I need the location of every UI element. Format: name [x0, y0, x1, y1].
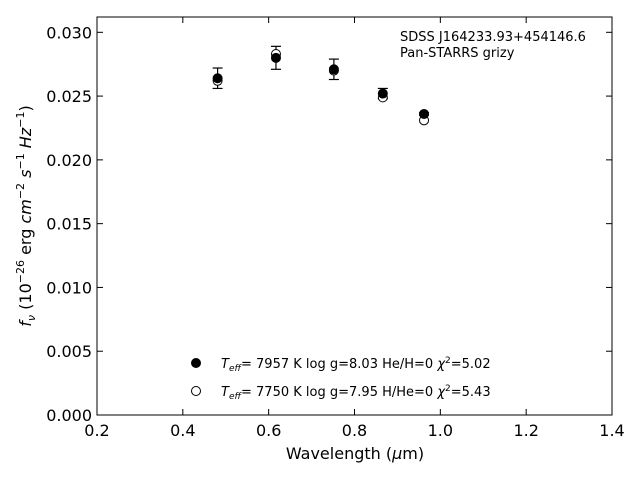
legend-entry-1: Teff= 7957 K log g=8.03 He/H=0 χ2=5.02 — [221, 356, 491, 374]
y-tick-label-2: 0.010 — [46, 278, 92, 297]
x-tick-label-0: 0.2 — [84, 421, 109, 440]
x-axis-label: Wavelength (μm) — [286, 444, 424, 463]
y-tick-label-3: 0.015 — [46, 215, 92, 234]
legend-marker-open — [191, 386, 201, 396]
filled-point-0 — [212, 73, 223, 84]
y-tick-label-6: 0.030 — [46, 23, 92, 42]
x-tick-label-2: 0.6 — [256, 421, 281, 440]
y-tick-label-0: 0.000 — [46, 406, 92, 425]
data-points — [212, 45, 430, 126]
y-axis: 0.000 0.005 0.010 0.015 0.020 0.025 0.030 — [46, 23, 612, 425]
filled-point-3 — [377, 88, 388, 99]
y-axis-label: fν (10−26 erg cm−2 s−1 Hz−1) — [14, 105, 38, 326]
legend-entry-2: Teff= 7750 K log g=7.95 H/He=0 χ2=5.43 — [221, 384, 491, 402]
y-tick-label-5: 0.025 — [46, 87, 92, 106]
annotation-survey: Pan-STARRS grizy — [400, 46, 515, 61]
x-tick-label-4: 1.0 — [428, 421, 453, 440]
x-tick-label-5: 1.2 — [513, 421, 538, 440]
filled-point-2 — [328, 64, 339, 75]
plot-frame — [96, 16, 613, 416]
x-axis: 0.2 0.4 0.6 0.8 1.0 1.2 1.4 — [84, 17, 625, 440]
x-tick-label-1: 0.4 — [170, 421, 195, 440]
filled-point-4 — [419, 108, 430, 119]
y-tick-label-4: 0.020 — [46, 151, 92, 170]
annotation-object-name: SDSS J164233.93+454146.6 — [400, 30, 586, 45]
x-tick-label-6: 1.4 — [599, 421, 624, 440]
legend: Teff= 7957 K log g=8.03 He/H=0 χ2=5.02 T… — [191, 356, 491, 402]
legend-marker-filled — [191, 358, 201, 368]
x-tick-label-3: 0.8 — [342, 421, 367, 440]
filled-point-1 — [270, 52, 281, 63]
y-tick-label-1: 0.005 — [46, 342, 92, 361]
